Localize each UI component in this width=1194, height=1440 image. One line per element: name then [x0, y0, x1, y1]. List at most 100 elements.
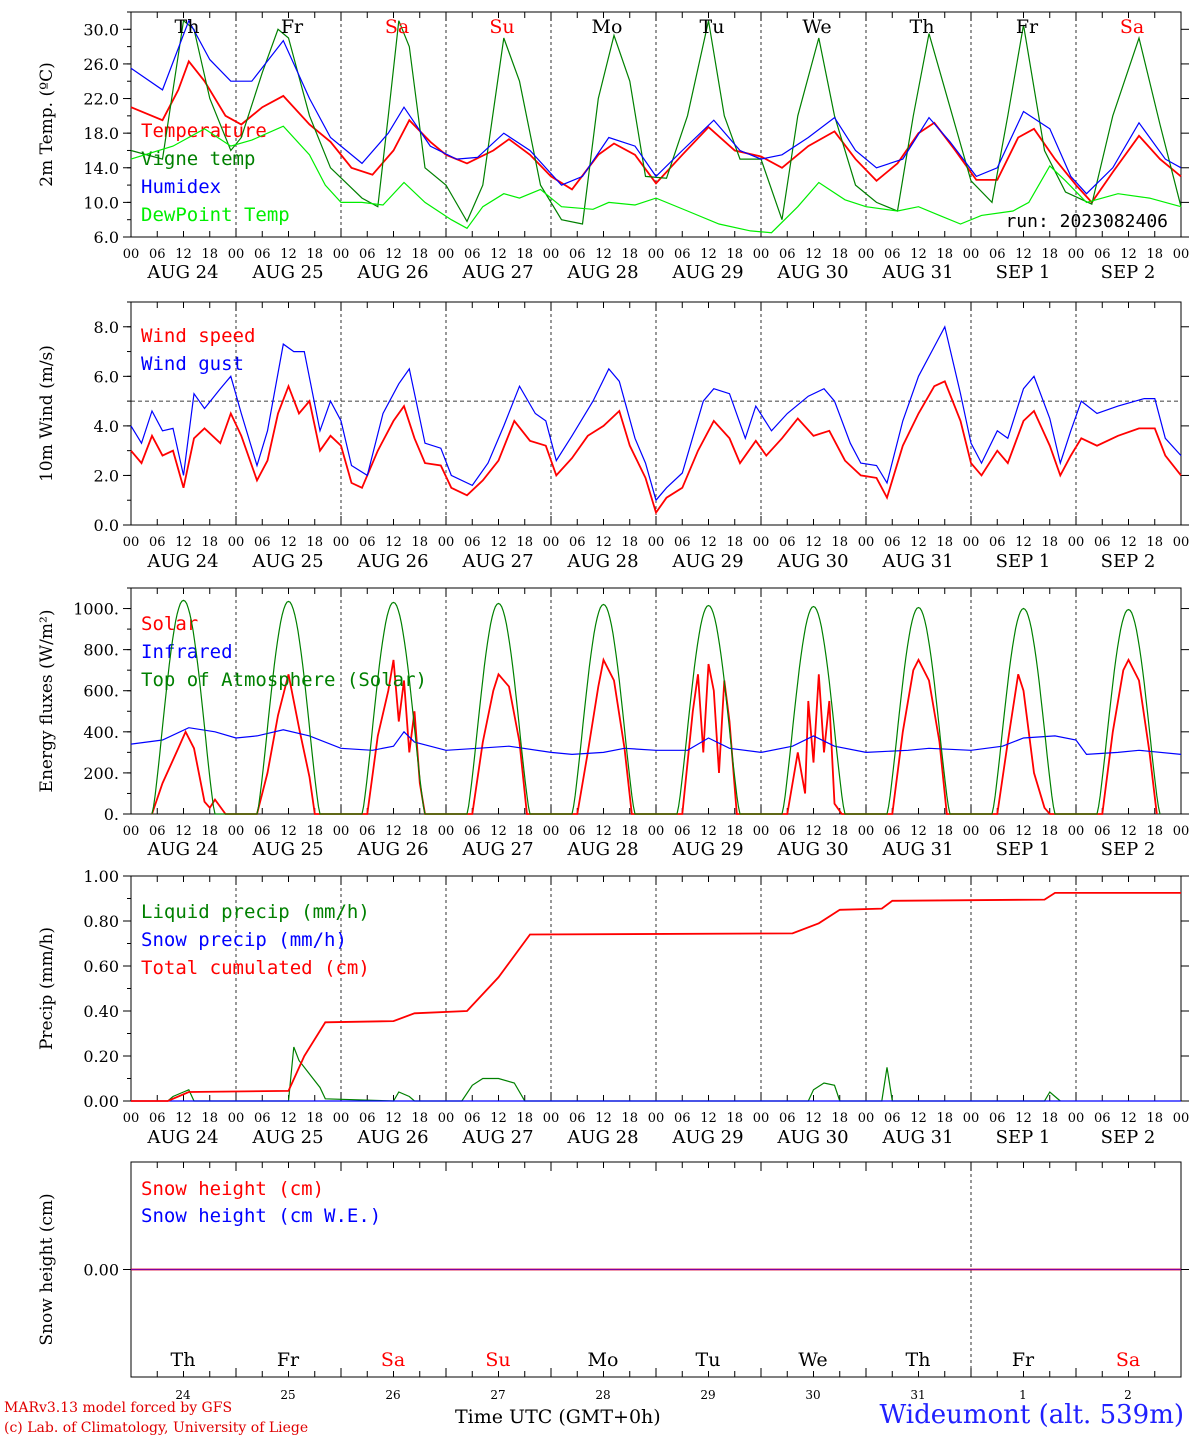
day-of-week-label: Fr	[1012, 1349, 1035, 1371]
x-date-label: SEP 1	[996, 262, 1051, 283]
x-hour-label: 12	[1015, 535, 1032, 550]
legend-entry: Wind gust	[141, 353, 244, 375]
x-hour-label: 00	[1173, 824, 1190, 839]
y-tick-label: 800.	[83, 641, 119, 660]
x-hour-label: 06	[1094, 247, 1111, 262]
legend-entry: Snow height (cm)	[141, 1178, 324, 1200]
day-of-week-label: Th	[906, 1349, 931, 1371]
x-hour-label: 00	[123, 1111, 140, 1126]
y-tick-label: 1.00	[83, 867, 119, 886]
x-hour-label: 06	[674, 824, 691, 839]
x-hour-label: 12	[385, 1111, 402, 1126]
x-hour-label: 06	[569, 535, 586, 550]
run-label: run: 2023082406	[1005, 211, 1168, 232]
y-tick-label: 8.0	[94, 318, 119, 337]
day-number-label: 27	[490, 1388, 505, 1402]
x-date-label: AUG 30	[776, 1127, 848, 1148]
x-hour-label: 18	[411, 824, 428, 839]
x-hour-label: 18	[1146, 1111, 1163, 1126]
day-number-label: 2	[1124, 1388, 1132, 1402]
day-number-label: 25	[280, 1388, 295, 1402]
x-hour-label: 18	[306, 824, 323, 839]
x-hour-label: 18	[726, 824, 743, 839]
x-date-label: SEP 1	[996, 839, 1051, 860]
y-tick-label: 2.0	[94, 466, 119, 485]
y-tick-label: 0.00	[83, 1261, 119, 1280]
x-date-label: AUG 29	[671, 262, 743, 283]
day-of-week-label: Su	[485, 1349, 510, 1371]
x-hour-label: 18	[201, 1111, 218, 1126]
time-axis-label: Time UTC (GMT+0h)	[455, 1406, 661, 1428]
day-of-week-label: Th	[910, 16, 935, 38]
x-hour-label: 00	[333, 1111, 350, 1126]
x-hour-label: 00	[228, 247, 245, 262]
series-line-lightgreen	[130, 125, 1182, 234]
x-hour-label: 06	[779, 535, 796, 550]
x-hour-label: 12	[910, 535, 927, 550]
x-hour-label: 18	[621, 1111, 638, 1126]
legend-entry: Infrared	[141, 641, 233, 663]
x-hour-label: 12	[910, 1111, 927, 1126]
day-of-week-label: Fr	[1016, 16, 1039, 38]
x-hour-label: 12	[805, 247, 822, 262]
x-hour-label: 06	[464, 247, 481, 262]
x-date-label: AUG 29	[671, 551, 743, 572]
x-date-label: AUG 25	[251, 1127, 323, 1148]
x-hour-label: 00	[648, 1111, 665, 1126]
legend-entry: Wind speed	[141, 325, 255, 347]
x-hour-label: 06	[1094, 535, 1111, 550]
x-date-label: AUG 25	[251, 551, 323, 572]
x-hour-label: 18	[831, 1111, 848, 1126]
y-tick-label: 6.0	[94, 228, 119, 247]
x-date-label: AUG 28	[566, 839, 638, 860]
x-date-label: SEP 2	[1101, 1127, 1156, 1148]
x-hour-label: 18	[516, 824, 533, 839]
x-hour-label: 18	[516, 247, 533, 262]
x-hour-label: 06	[569, 247, 586, 262]
day-number-label: 24	[175, 1388, 191, 1402]
x-hour-label: 00	[648, 535, 665, 550]
x-hour-label: 06	[149, 535, 166, 550]
day-of-week-label: Th	[175, 16, 200, 38]
x-hour-label: 12	[910, 824, 927, 839]
series-line-blue	[130, 19, 1182, 195]
x-hour-label: 12	[1120, 247, 1137, 262]
x-hour-label: 00	[543, 824, 560, 839]
legend-entry: Snow precip (mm/h)	[141, 929, 347, 951]
day-number-label: 28	[595, 1388, 610, 1402]
x-hour-label: 12	[385, 824, 402, 839]
x-hour-label: 00	[753, 824, 770, 839]
x-date-label: AUG 27	[461, 1127, 533, 1148]
day-of-week-label: Mo	[588, 1349, 619, 1371]
x-hour-label: 12	[175, 824, 192, 839]
y-tick-label: 0.00	[83, 1092, 119, 1111]
plot-frame-1	[130, 301, 1182, 526]
x-date-label: AUG 31	[881, 551, 953, 572]
y-tick-label: 18.0	[83, 124, 119, 143]
x-hour-label: 00	[543, 535, 560, 550]
x-hour-label: 12	[280, 1111, 297, 1126]
x-date-label: AUG 24	[146, 551, 218, 572]
y-tick-label: 22.0	[83, 90, 119, 109]
x-date-label: AUG 25	[251, 839, 323, 860]
x-hour-label: 18	[201, 824, 218, 839]
y-axis-label: 2m Temp. (ºC)	[37, 62, 57, 187]
legend-entry: Snow height (cm W.E.)	[141, 1205, 381, 1227]
x-hour-label: 00	[333, 535, 350, 550]
x-hour-label: 12	[1015, 824, 1032, 839]
y-axis-label: Precip (mm/h)	[37, 927, 57, 1050]
x-hour-label: 18	[516, 1111, 533, 1126]
x-hour-label: 00	[1068, 1111, 1085, 1126]
x-date-label: AUG 28	[566, 551, 638, 572]
x-hour-label: 00	[648, 247, 665, 262]
y-tick-label: 0.40	[83, 1002, 119, 1021]
x-hour-label: 12	[280, 247, 297, 262]
legend-entry: Total cumulated (cm)	[141, 957, 370, 979]
y-tick-label: 1000.	[73, 600, 119, 619]
x-date-label: AUG 29	[671, 1127, 743, 1148]
legend-entry: Temperature	[141, 120, 267, 142]
x-hour-label: 12	[385, 535, 402, 550]
x-hour-label: 12	[595, 1111, 612, 1126]
x-hour-label: 00	[963, 824, 980, 839]
x-date-label: AUG 29	[671, 839, 743, 860]
